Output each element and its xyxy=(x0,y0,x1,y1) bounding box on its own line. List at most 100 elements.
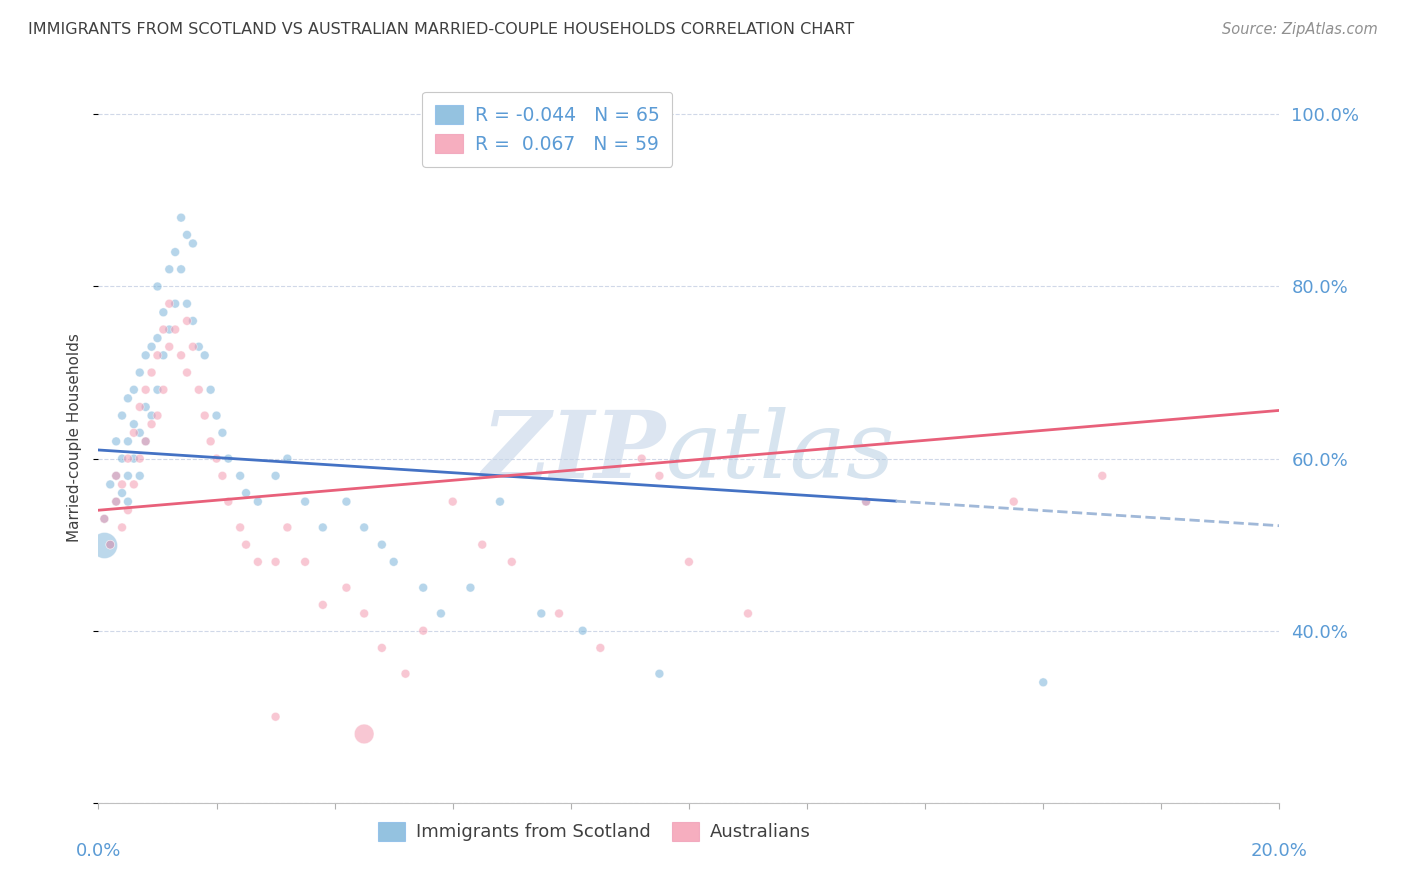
Point xyxy=(501,555,523,569)
Point xyxy=(141,340,163,354)
Point xyxy=(371,640,394,655)
Point xyxy=(229,520,252,534)
Point xyxy=(128,451,150,466)
Point xyxy=(105,468,128,483)
Point xyxy=(460,581,482,595)
Point xyxy=(157,296,180,310)
Point xyxy=(170,262,193,277)
Point xyxy=(264,710,287,724)
Point xyxy=(117,468,139,483)
Point xyxy=(135,348,157,362)
Point xyxy=(353,727,375,741)
Point xyxy=(98,477,121,491)
Point xyxy=(152,383,174,397)
Point xyxy=(737,607,759,621)
Point xyxy=(93,538,115,552)
Point xyxy=(117,451,139,466)
Point xyxy=(146,383,169,397)
Point xyxy=(235,538,257,552)
Point xyxy=(181,236,204,251)
Point xyxy=(229,468,252,483)
Point xyxy=(489,494,512,508)
Point xyxy=(312,598,335,612)
Point xyxy=(276,520,298,534)
Point xyxy=(93,512,115,526)
Point xyxy=(371,538,394,552)
Point xyxy=(430,607,453,621)
Point xyxy=(122,477,145,491)
Point xyxy=(211,425,233,440)
Point xyxy=(170,348,193,362)
Point xyxy=(165,245,187,260)
Point xyxy=(678,555,700,569)
Point xyxy=(200,383,222,397)
Point xyxy=(412,581,434,595)
Point xyxy=(141,417,163,432)
Point xyxy=(353,607,375,621)
Point xyxy=(176,296,198,310)
Point xyxy=(648,468,671,483)
Point xyxy=(128,366,150,380)
Point xyxy=(176,314,198,328)
Point xyxy=(294,494,316,508)
Point xyxy=(589,640,612,655)
Point xyxy=(200,434,222,449)
Point xyxy=(382,555,405,569)
Point xyxy=(128,400,150,414)
Point xyxy=(648,666,671,681)
Point xyxy=(194,348,217,362)
Point xyxy=(217,494,239,508)
Point xyxy=(111,409,134,423)
Text: 20.0%: 20.0% xyxy=(1251,842,1308,860)
Point xyxy=(205,409,228,423)
Point xyxy=(294,555,316,569)
Text: Source: ZipAtlas.com: Source: ZipAtlas.com xyxy=(1222,22,1378,37)
Point xyxy=(165,322,187,336)
Point xyxy=(111,520,134,534)
Point xyxy=(235,486,257,500)
Point xyxy=(146,409,169,423)
Point xyxy=(276,451,298,466)
Point xyxy=(394,666,416,681)
Point xyxy=(135,434,157,449)
Point xyxy=(855,494,877,508)
Point xyxy=(246,494,269,508)
Point xyxy=(335,581,357,595)
Point xyxy=(98,538,121,552)
Point xyxy=(571,624,593,638)
Point xyxy=(135,383,157,397)
Point xyxy=(135,434,157,449)
Point xyxy=(264,468,287,483)
Point xyxy=(152,348,174,362)
Point xyxy=(335,494,357,508)
Point xyxy=(111,477,134,491)
Text: 0.0%: 0.0% xyxy=(76,842,121,860)
Point xyxy=(187,383,209,397)
Point xyxy=(312,520,335,534)
Point xyxy=(205,451,228,466)
Point xyxy=(152,305,174,319)
Point xyxy=(548,607,571,621)
Point xyxy=(630,451,652,466)
Legend: Immigrants from Scotland, Australians: Immigrants from Scotland, Australians xyxy=(371,814,818,848)
Y-axis label: Married-couple Households: Married-couple Households xyxy=(67,333,83,541)
Text: atlas: atlas xyxy=(665,407,894,497)
Point xyxy=(187,340,209,354)
Point xyxy=(1002,494,1025,508)
Point xyxy=(111,451,134,466)
Point xyxy=(122,451,145,466)
Text: IMMIGRANTS FROM SCOTLAND VS AUSTRALIAN MARRIED-COUPLE HOUSEHOLDS CORRELATION CHA: IMMIGRANTS FROM SCOTLAND VS AUSTRALIAN M… xyxy=(28,22,855,37)
Point xyxy=(157,262,180,277)
Point xyxy=(117,494,139,508)
Point xyxy=(441,494,464,508)
Point xyxy=(471,538,494,552)
Point xyxy=(146,331,169,345)
Point xyxy=(157,322,180,336)
Point xyxy=(135,400,157,414)
Point xyxy=(157,340,180,354)
Point xyxy=(105,468,128,483)
Point xyxy=(165,296,187,310)
Point xyxy=(264,555,287,569)
Point xyxy=(176,366,198,380)
Point xyxy=(412,624,434,638)
